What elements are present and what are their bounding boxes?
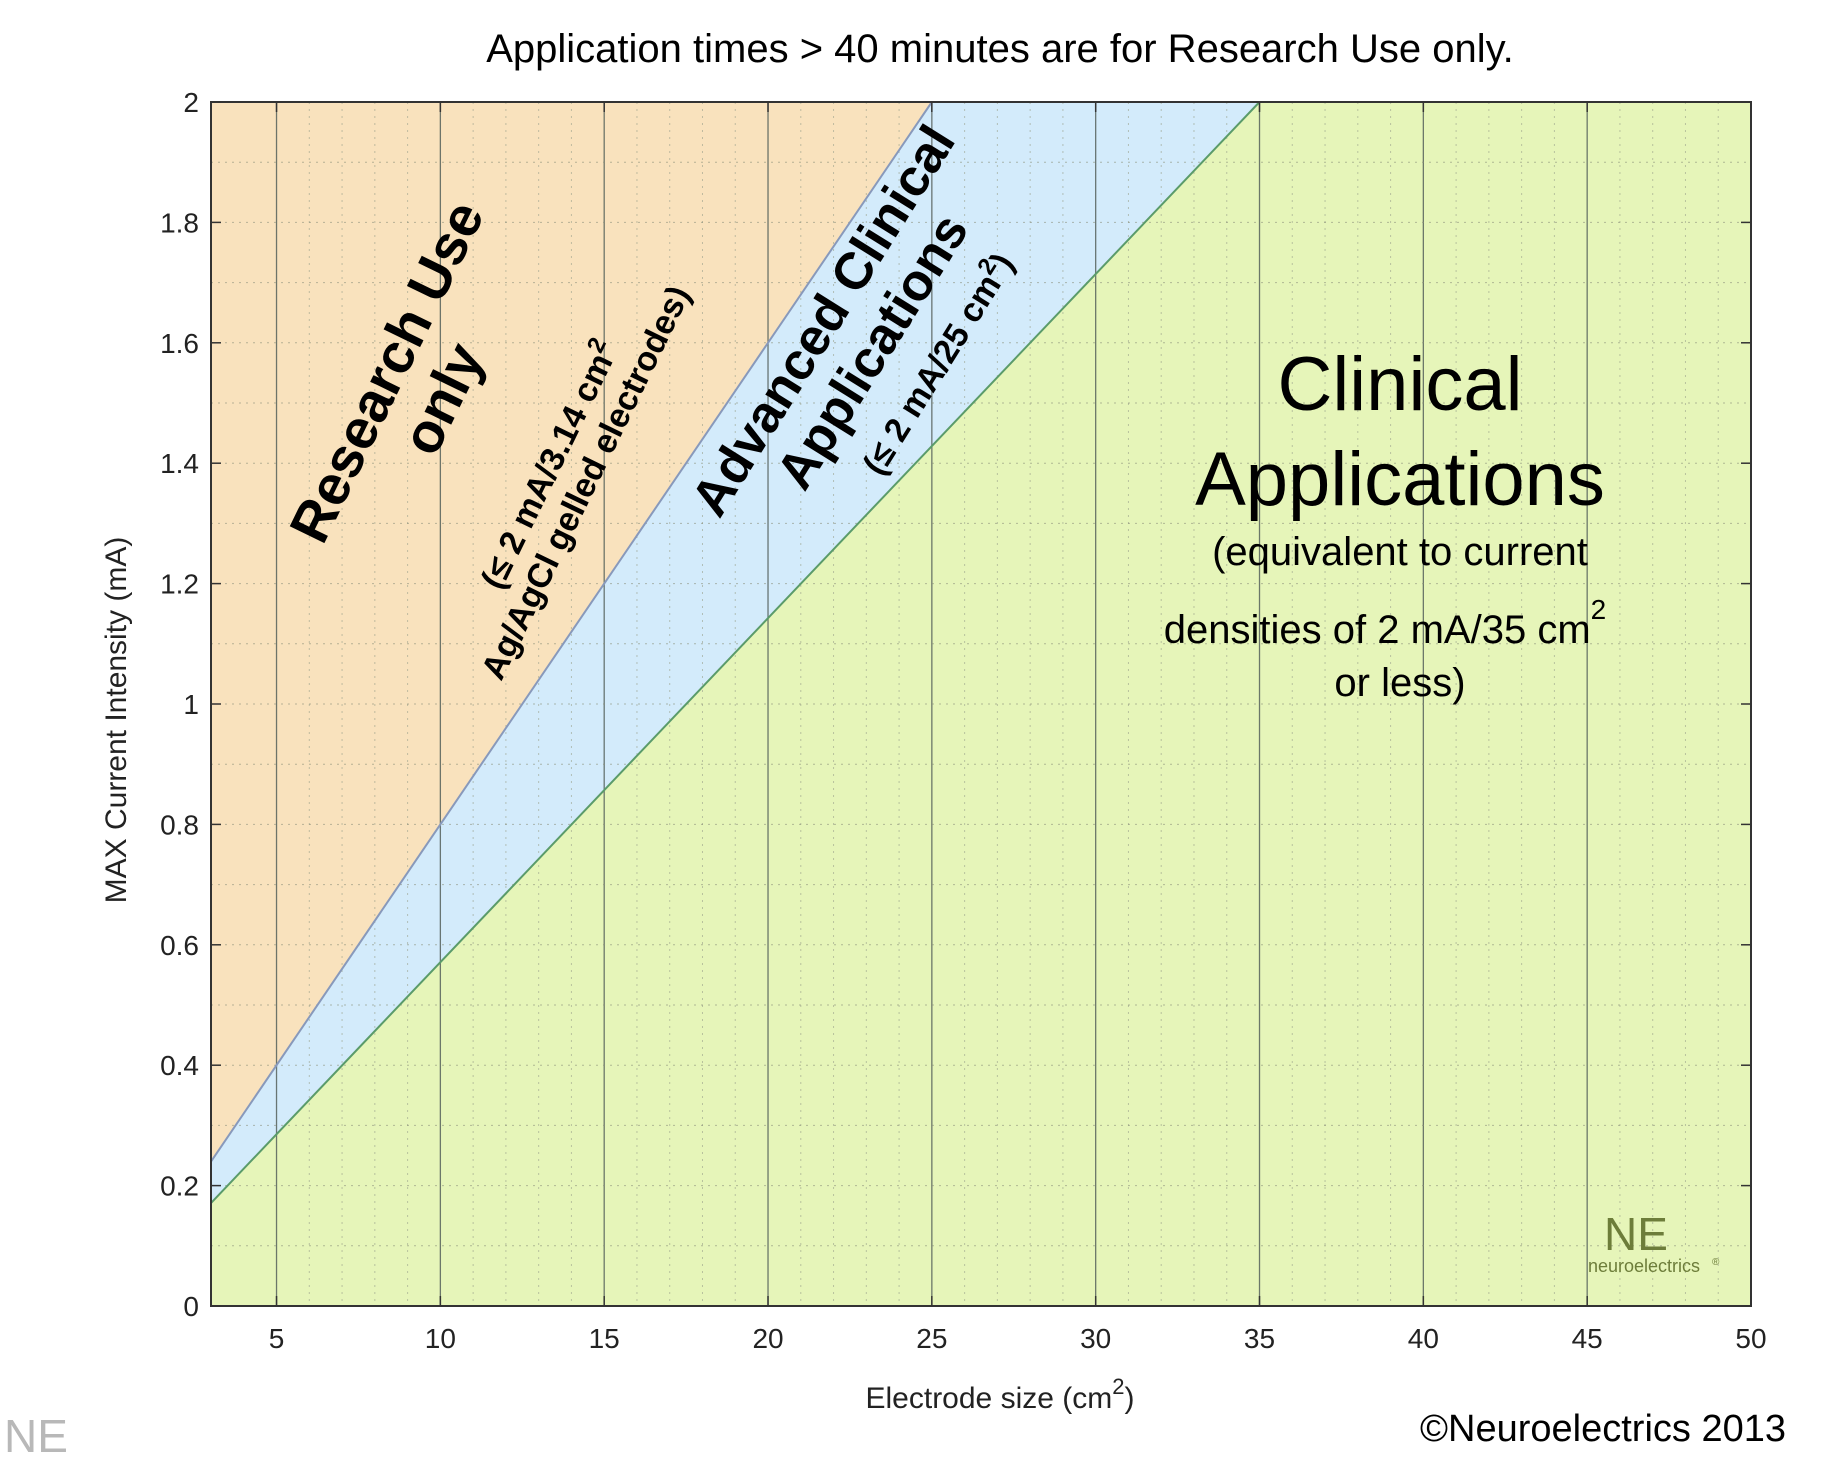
x-axis-ticks: 5 10 15 20 25 30 35 40 45 50 [269,102,1767,1354]
copyright-notice: ©Neuroelectrics 2013 [1420,1408,1786,1450]
logo-wordmark: neuroelectrics [1588,1256,1700,1276]
clinical-zone-title-line2: Applications [1195,437,1605,522]
neuroelectrics-logo: NE neuroelectrics ® [1588,1208,1720,1276]
boundary-research-advanced [210,101,933,1163]
logo-registered-mark: ® [1712,1257,1720,1268]
y-tick-label: 1.2 [160,569,199,600]
faded-logo-letters: NE [4,1410,68,1460]
x-tick-label: 25 [916,1323,947,1354]
y-tick-label: 1 [183,689,199,720]
y-axis-label: MAX Current Intensity (mA) [100,537,133,904]
y-tick-label: 0.8 [160,809,199,840]
boundaries [210,101,1261,1204]
x-tick-label: 45 [1572,1323,1603,1354]
clinical-zone-label: Clinical Applications (equivalent to cur… [1164,342,1606,705]
x-tick-label: 20 [752,1323,783,1354]
x-tick-label: 50 [1735,1323,1766,1354]
y-tick-label: 0.6 [160,930,199,961]
y-tick-label: 1.6 [160,328,199,359]
clinical-zone-title-line1: Clinical [1278,342,1523,427]
grid [211,102,1752,1306]
clinical-zone-desc-line1: (equivalent to current [1212,530,1588,574]
y-tick-label: 1.4 [160,448,199,479]
x-tick-label: 10 [425,1323,456,1354]
x-tick-label: 5 [269,1323,285,1354]
y-tick-label: 0 [183,1291,199,1322]
y-axis-ticks: 0 0.2 0.4 0.6 0.8 1 1.2 1.4 1.6 1.8 2 [160,87,1751,1322]
x-tick-label: 30 [1080,1323,1111,1354]
clinical-zone-desc-line2: densities of 2 mA/35 cm2 [1164,594,1606,652]
x-tick-label: 40 [1408,1323,1439,1354]
chart-title: Application times > 40 minutes are for R… [486,27,1514,71]
x-tick-label: 35 [1244,1323,1275,1354]
x-axis-label: Electrode size (cm2) [866,1374,1135,1415]
clinical-zone-desc-line3: or less) [1334,661,1465,705]
y-tick-label: 1.8 [160,207,199,238]
logo-letters: NE [1604,1208,1668,1260]
y-tick-label: 2 [183,87,199,118]
x-tick-label: 15 [589,1323,620,1354]
boundary-advanced-clinical [210,101,1261,1204]
neuroelectrics-logo-faded: NE [4,1410,68,1460]
y-tick-label: 0.2 [160,1171,199,1202]
y-tick-label: 0.4 [160,1050,199,1081]
